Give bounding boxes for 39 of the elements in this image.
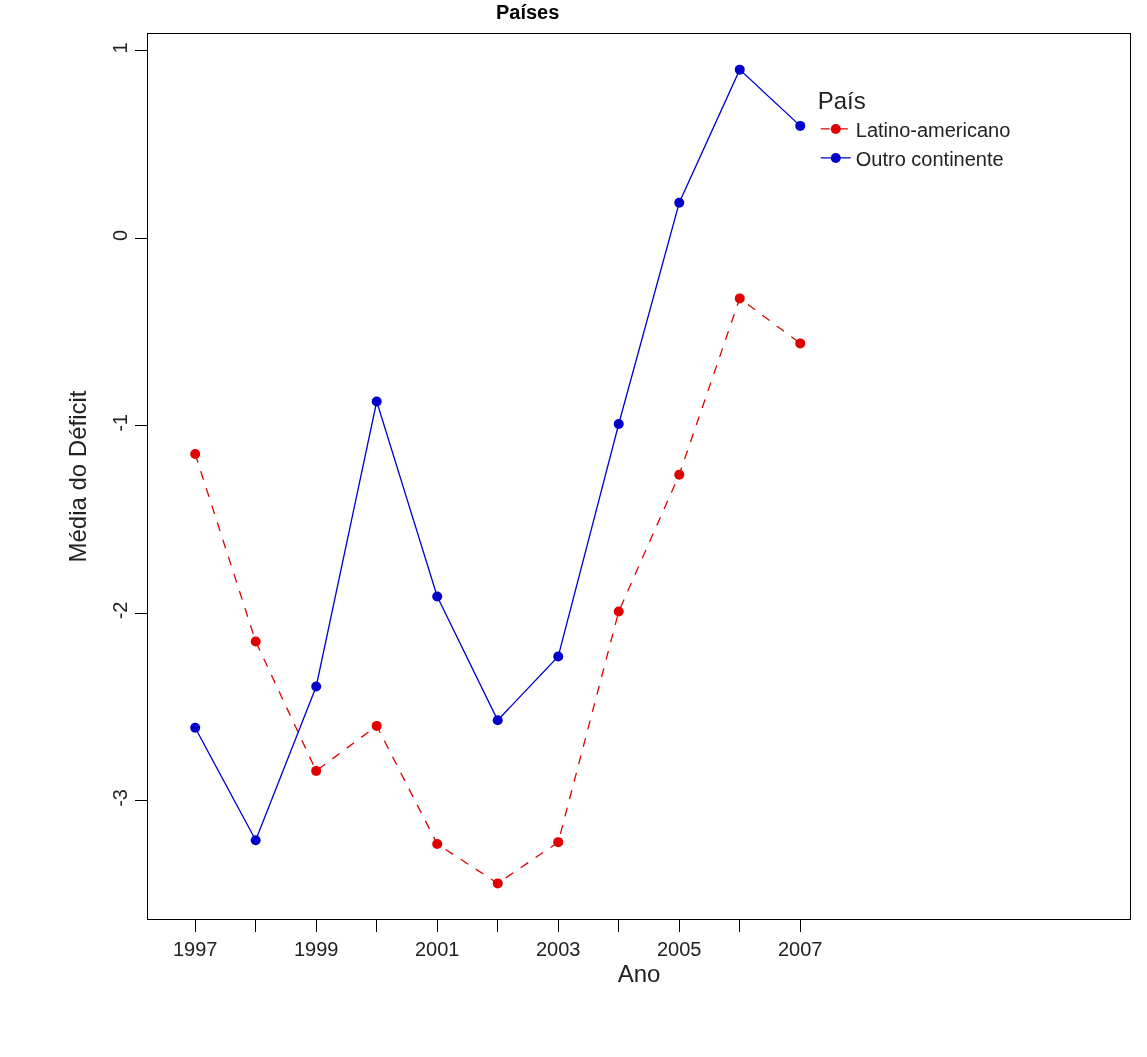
- point: [734, 293, 745, 304]
- x-tick-label: 1999: [293, 938, 339, 960]
- point: [734, 64, 745, 75]
- point: [371, 396, 382, 407]
- x-tick-label: 2003: [535, 938, 581, 960]
- x-tick-label: 2005: [656, 938, 702, 960]
- point: [553, 651, 564, 662]
- point: [190, 722, 201, 733]
- point: [795, 120, 806, 131]
- point: [553, 837, 564, 848]
- x-axis-title: Ano: [617, 960, 661, 987]
- x-tick-label: 1997: [172, 938, 218, 960]
- point: [492, 878, 503, 889]
- point: [674, 197, 685, 208]
- y-tick-label: -3: [109, 788, 131, 807]
- point: [371, 720, 382, 731]
- y-tick-label: 0: [109, 229, 131, 241]
- point: [613, 606, 624, 617]
- point: [613, 419, 624, 429]
- y-tick-label: -1: [109, 413, 131, 432]
- point: [432, 839, 443, 849]
- point: [190, 449, 201, 459]
- point: [250, 636, 261, 647]
- point: [492, 715, 503, 726]
- y-tick-label: 1: [109, 42, 131, 54]
- point: [795, 338, 806, 349]
- point: [432, 591, 443, 602]
- x-tick-label: 2001: [414, 938, 460, 960]
- chart-title: Países: [495, 1, 560, 24]
- legend-title: País: [817, 87, 866, 115]
- point: [250, 835, 261, 846]
- y-tick-label: -2: [109, 601, 131, 620]
- point: [311, 681, 322, 692]
- x-tick-label: 2007: [778, 938, 823, 960]
- point: [674, 469, 685, 480]
- y-axis-title: Média do Déficit: [64, 390, 92, 563]
- legend-label: Latino-americano: [855, 118, 1011, 141]
- legend-label: Outro continente: [855, 147, 1004, 170]
- point: [311, 765, 322, 776]
